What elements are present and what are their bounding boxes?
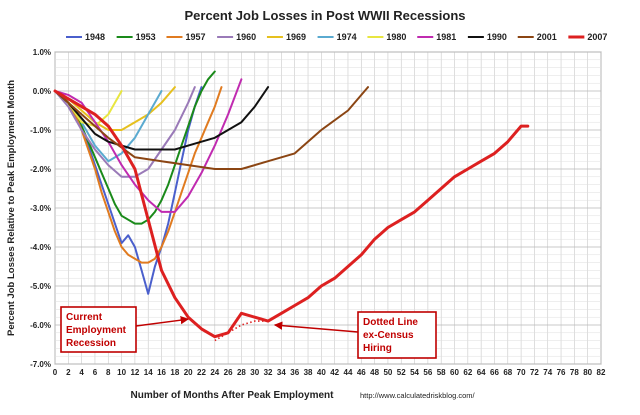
grid xyxy=(54,51,602,365)
y-tick-label: -4.0% xyxy=(30,243,51,252)
series-group xyxy=(53,70,530,342)
x-tick-label: 58 xyxy=(437,368,446,377)
legend-label-1980: 1980 xyxy=(386,32,406,42)
x-tick-label: 16 xyxy=(157,368,166,377)
x-tick-label: 4 xyxy=(79,368,84,377)
y-tick-label: -5.0% xyxy=(30,282,51,291)
x-axis-label: Number of Months After Peak Employment xyxy=(131,390,335,401)
legend-label-1953: 1953 xyxy=(136,32,156,42)
legend: 1948 1953 1957 1960 1969 1974 1980 1981 1990 2001… xyxy=(66,32,607,42)
legend-label-2007: 2007 xyxy=(587,32,607,42)
x-tick-label: 60 xyxy=(450,368,459,377)
x-tick-label: 6 xyxy=(93,368,98,377)
x-tick-label: 50 xyxy=(383,368,392,377)
annotation-text-dotted: Hiring xyxy=(363,343,392,354)
annotation-arrow-dotted xyxy=(273,321,359,333)
y-tick-label: -3.0% xyxy=(30,204,51,213)
y-tick-label: -6.0% xyxy=(30,321,51,330)
y-tick-label: -7.0% xyxy=(30,360,51,369)
x-tick-label: 64 xyxy=(477,368,486,377)
dotted-ex-census-line xyxy=(214,320,269,342)
x-tick-label: 28 xyxy=(237,368,246,377)
series-1990-line xyxy=(54,86,270,151)
x-tick-label: 72 xyxy=(530,368,539,377)
x-tick-label: 30 xyxy=(250,368,259,377)
x-tick-label: 48 xyxy=(370,368,379,377)
legend-label-1960: 1960 xyxy=(236,32,256,42)
series-2001-line xyxy=(54,86,369,170)
annotation-arrow-current xyxy=(135,315,190,327)
legend-label-1981: 1981 xyxy=(436,32,456,42)
x-tick-label: 82 xyxy=(597,368,606,377)
x-tick-label: 34 xyxy=(277,368,286,377)
x-tick-label: 36 xyxy=(290,368,299,377)
legend-label-1974: 1974 xyxy=(337,32,357,42)
x-tick-label: 22 xyxy=(197,368,206,377)
y-axis-label: Percent Job Losses Relative to Peak Empl… xyxy=(6,80,17,336)
legend-label-1969: 1969 xyxy=(286,32,306,42)
y-tick-label: 0.0% xyxy=(33,87,51,96)
legend-label-2001: 2001 xyxy=(537,32,557,42)
x-tick-label: 12 xyxy=(130,368,139,377)
x-tick-label: 20 xyxy=(184,368,193,377)
x-tick-label: 42 xyxy=(330,368,339,377)
x-tick-label: 68 xyxy=(503,368,512,377)
x-tick-label: 62 xyxy=(463,368,472,377)
y-tick-label: -2.0% xyxy=(30,165,51,174)
annotation-text-dotted: ex-Census xyxy=(363,330,414,341)
x-tick-label: 8 xyxy=(106,368,111,377)
x-tick-label: 80 xyxy=(583,368,592,377)
x-tick-label: 10 xyxy=(117,368,126,377)
source-text: http://www.calculatedriskblog.com/ xyxy=(360,391,476,400)
x-tick-label: 26 xyxy=(224,368,233,377)
annotation-text-current: Employment xyxy=(66,325,127,336)
annotation-text-current: Current xyxy=(66,312,103,323)
x-tick-label: 46 xyxy=(357,368,366,377)
annotations: Current Employment Recession Dotted Line ex-… xyxy=(60,306,437,359)
x-tick-label: 44 xyxy=(344,368,353,377)
annotation-box-current xyxy=(60,306,137,353)
x-tick-label: 0 xyxy=(53,368,58,377)
annotation-text-current: Recession xyxy=(66,338,116,349)
x-tick-label: 24 xyxy=(210,368,219,377)
x-tick-label: 74 xyxy=(543,368,552,377)
legend-label-1957: 1957 xyxy=(185,32,205,42)
y-tick-label: 1.0% xyxy=(33,48,51,57)
chart-title: Percent Job Losses in Post WWII Recessio… xyxy=(184,8,465,23)
x-tick-label: 18 xyxy=(170,368,179,377)
annotation-text-dotted: Dotted Line xyxy=(363,317,418,328)
legend-label-1990: 1990 xyxy=(487,32,507,42)
series-1969-line xyxy=(54,86,176,131)
x-tick-label: 32 xyxy=(264,368,273,377)
x-tick-label: 40 xyxy=(317,368,326,377)
x-tick-label: 2 xyxy=(66,368,71,377)
y-axis: 1.0% 0.0% -1.0% -2.0% -3.0% -4.0% -5.0% -6.0% -7… xyxy=(30,48,51,369)
x-tick-label: 38 xyxy=(304,368,313,377)
x-tick-label: 76 xyxy=(557,368,566,377)
legend-label-1948: 1948 xyxy=(85,32,105,42)
x-tick-label: 56 xyxy=(423,368,432,377)
y-tick-label: -1.0% xyxy=(30,126,51,135)
x-tick-label: 70 xyxy=(517,368,526,377)
x-tick-label: 14 xyxy=(144,368,153,377)
x-axis: 0 2 4 6 8 10 12 14 16 18 20 22 24 26 28 30 32 34 36 38 40 42 4… xyxy=(53,368,606,377)
x-tick-label: 78 xyxy=(570,368,579,377)
series-1960-line xyxy=(54,86,196,178)
x-tick-label: 52 xyxy=(397,368,406,377)
x-tick-label: 66 xyxy=(490,368,499,377)
x-tick-label: 54 xyxy=(410,368,419,377)
series-2007-line xyxy=(53,89,530,339)
series-1953-line xyxy=(54,70,216,225)
annotation-box-dotted xyxy=(357,311,437,359)
